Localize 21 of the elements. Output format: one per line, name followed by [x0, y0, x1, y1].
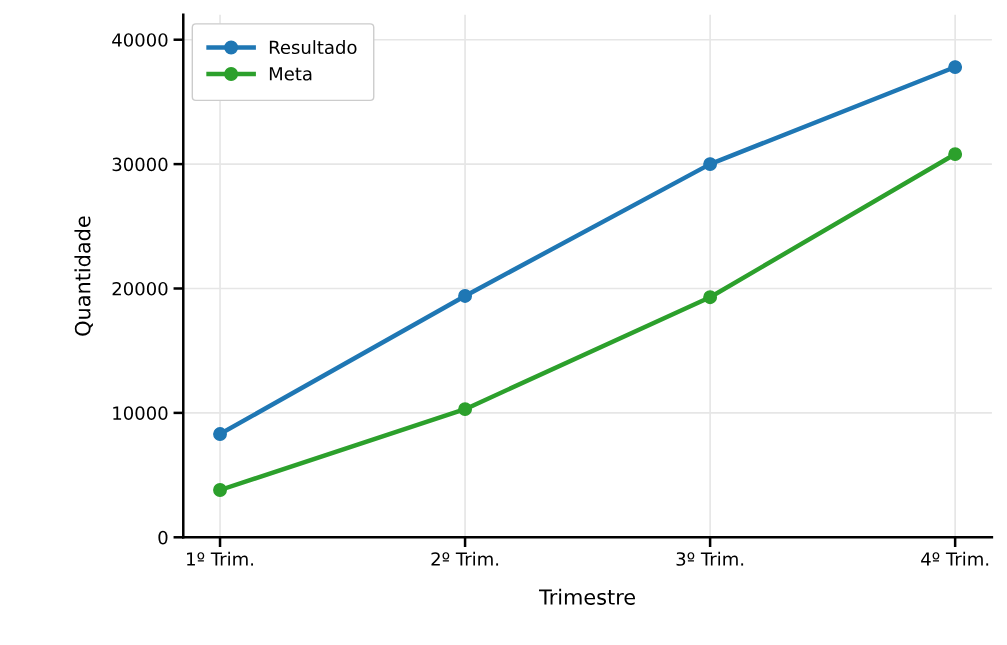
point	[458, 289, 473, 303]
point	[213, 483, 227, 497]
y-tick-label: 20000	[112, 281, 168, 296]
x-tick-label: 1º Trim.	[187, 551, 254, 566]
legend-label: Resultado	[269, 40, 357, 55]
y-tick-label: 10000	[113, 406, 168, 421]
point	[458, 402, 473, 417]
y-tick-label: 0	[158, 530, 168, 545]
legend-label: Meta	[269, 67, 312, 81]
point	[948, 147, 963, 162]
x-axis-title: Trimestre	[539, 588, 636, 605]
point	[213, 427, 227, 441]
x-tick-label: 2º Trim.	[431, 551, 499, 566]
y-tick-label: 40000	[112, 33, 168, 47]
y-axis-title: Quantidade	[74, 216, 93, 336]
point	[948, 60, 963, 75]
x-tick-label: 4º Trim.	[921, 551, 989, 566]
x-tick-label: 3º Trim.	[676, 551, 744, 566]
point	[703, 157, 718, 172]
y-tick-label: 30000	[112, 157, 168, 172]
point	[703, 290, 718, 305]
